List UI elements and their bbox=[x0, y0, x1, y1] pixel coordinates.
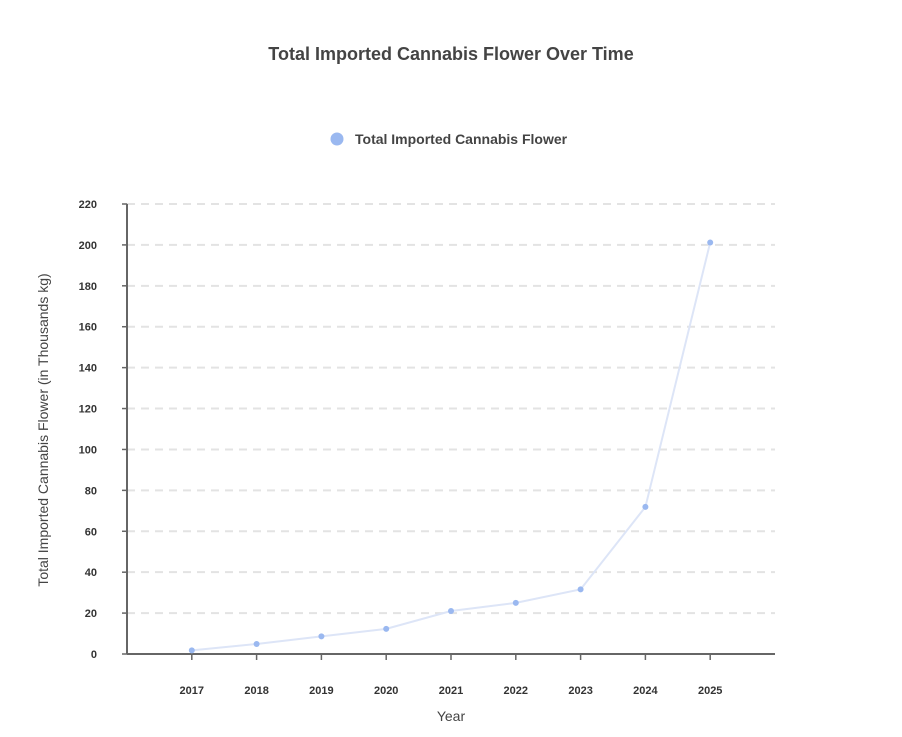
x-tick-label: 2022 bbox=[504, 685, 528, 697]
y-tick-label: 0 bbox=[91, 649, 97, 661]
x-tick-label: 2025 bbox=[698, 685, 722, 697]
data-point bbox=[318, 633, 325, 640]
y-tick-label: 80 bbox=[85, 485, 97, 497]
y-tick-label: 60 bbox=[85, 526, 97, 538]
x-tick-label: 2019 bbox=[309, 685, 333, 697]
data-point bbox=[642, 503, 649, 510]
y-axis-label: Total Imported Cannabis Flower (in Thous… bbox=[35, 273, 51, 586]
data-point bbox=[577, 586, 584, 593]
x-tick-label: 2020 bbox=[374, 685, 398, 697]
legend-label: Total Imported Cannabis Flower bbox=[355, 131, 568, 147]
data-point bbox=[188, 647, 195, 654]
y-tick-label: 220 bbox=[79, 199, 97, 211]
data-point bbox=[383, 625, 390, 632]
y-tick-label: 100 bbox=[79, 444, 97, 456]
y-tick-label: 20 bbox=[85, 608, 97, 620]
y-tick-label: 140 bbox=[79, 363, 97, 375]
x-tick-label: 2024 bbox=[633, 685, 658, 697]
legend-marker bbox=[330, 132, 344, 146]
y-tick-label: 160 bbox=[79, 322, 97, 334]
x-tick-label: 2023 bbox=[568, 685, 592, 697]
x-tick-label: 2017 bbox=[180, 685, 204, 697]
legend[interactable]: Total Imported Cannabis Flower bbox=[330, 131, 568, 147]
data-point bbox=[448, 608, 454, 615]
data-point bbox=[512, 599, 519, 606]
chart-title: Total Imported Cannabis Flower Over Time bbox=[268, 44, 633, 64]
y-tick-label: 120 bbox=[79, 404, 97, 416]
x-tick-label: 2018 bbox=[244, 685, 268, 697]
data-point bbox=[253, 640, 260, 647]
series-line bbox=[191, 242, 712, 652]
data-point bbox=[707, 239, 714, 246]
y-tick-label: 200 bbox=[79, 240, 97, 252]
x-tick-label: 2021 bbox=[439, 685, 463, 697]
x-axis-label: Year bbox=[437, 708, 466, 724]
y-tick-label: 180 bbox=[79, 281, 97, 293]
y-tick-label: 40 bbox=[85, 567, 97, 579]
